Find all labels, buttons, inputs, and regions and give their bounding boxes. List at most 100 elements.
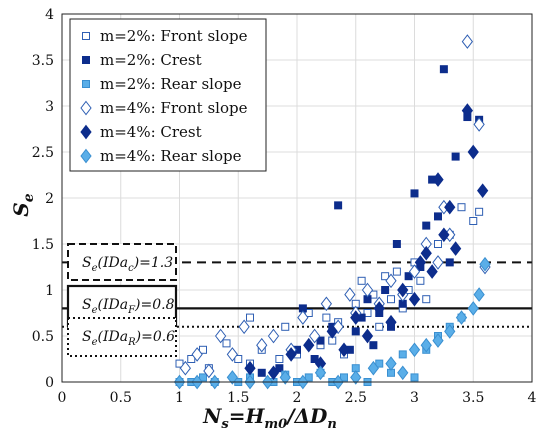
data-point — [385, 273, 397, 289]
data-point — [351, 327, 360, 336]
data-point — [314, 365, 327, 381]
data-point — [451, 152, 460, 161]
data-point — [408, 264, 421, 279]
legend-label: m=2%: Rear slope — [100, 75, 242, 93]
x-tick-label: 0 — [58, 390, 67, 406]
data-point — [238, 319, 250, 335]
legend-marker — [82, 80, 90, 88]
x-tick-label: 0.5 — [110, 390, 132, 406]
data-point — [222, 339, 231, 348]
data-point — [477, 183, 489, 198]
data-point — [404, 272, 413, 281]
data-point — [338, 342, 350, 358]
x-tick-label: 3.5 — [462, 390, 484, 406]
data-point — [385, 356, 397, 371]
data-point — [397, 365, 409, 381]
data-point — [363, 309, 372, 317]
legend-marker — [82, 32, 90, 40]
y-tick-labels: 0 0.5 1 1.5 2 2.5 3 3.5 4 — [32, 7, 54, 391]
data-point — [397, 282, 409, 298]
data-point — [369, 341, 378, 350]
data-point — [304, 373, 313, 382]
data-point — [373, 301, 385, 316]
data-point — [381, 286, 390, 294]
threshold-label: Se(IDaR)=0.6 — [82, 329, 175, 348]
y-tick-label: 0.5 — [32, 329, 54, 345]
data-point — [473, 117, 485, 132]
data-point — [385, 314, 397, 330]
threshold-label: Se(IDaF)=0.8 — [82, 297, 175, 316]
data-point — [369, 290, 378, 299]
data-point — [444, 199, 456, 215]
y-tick-label: 2 — [45, 191, 54, 207]
data-point — [257, 368, 266, 377]
data-point — [275, 364, 284, 373]
data-point — [432, 333, 444, 348]
data-point — [303, 337, 315, 353]
data-point — [387, 295, 395, 304]
data-point — [334, 201, 343, 210]
data-point — [350, 370, 362, 385]
threshold-label: Se(IDac)=1.3 — [82, 255, 173, 274]
data-point — [422, 295, 431, 304]
legend-box — [69, 18, 267, 172]
data-point — [320, 296, 333, 312]
data-point — [285, 347, 297, 362]
plot-frame — [61, 13, 533, 383]
data-point — [410, 373, 419, 382]
data-point — [304, 309, 313, 317]
data-point — [434, 212, 442, 221]
data-point — [461, 34, 474, 49]
data-point — [408, 291, 421, 307]
data-point — [444, 324, 456, 339]
y-tick-label: 0 — [45, 375, 54, 391]
y-tick-label: 3.5 — [32, 53, 54, 69]
data-point — [438, 227, 450, 243]
data-point — [267, 328, 280, 344]
data-point — [367, 360, 380, 376]
data-point — [408, 342, 421, 358]
data-point — [375, 359, 384, 368]
data-point — [457, 203, 466, 212]
x-tick-label: 2.5 — [345, 390, 367, 406]
data-point — [455, 310, 468, 325]
data-point — [434, 240, 442, 248]
threshold-annotations: Se(IDac)=1.3 Se(IDaF)=0.8 Se(IDaR)=0.6 — [66, 243, 178, 357]
data-point — [297, 310, 309, 325]
data-point — [344, 287, 356, 302]
data-point — [214, 328, 227, 344]
data-point — [226, 370, 239, 385]
data-point — [357, 276, 366, 285]
data-point — [246, 313, 254, 322]
data-point — [432, 172, 444, 187]
legend-marker — [80, 124, 92, 140]
legend-label: m=2%: Crest — [100, 51, 202, 69]
data-point — [392, 240, 401, 248]
data-point — [281, 322, 290, 331]
data-point — [449, 241, 462, 256]
data-point — [308, 328, 321, 344]
data-point — [361, 282, 374, 298]
data-point — [191, 347, 203, 362]
data-point — [226, 347, 239, 362]
data-point — [461, 103, 474, 118]
data-point — [416, 276, 425, 285]
threshold-label-box — [67, 317, 177, 357]
legend-marker — [82, 56, 90, 64]
data-point — [175, 359, 184, 368]
data-point — [439, 65, 448, 74]
data-point — [469, 217, 478, 225]
data-point — [414, 255, 427, 270]
legend: m=2%: Front slope m=2%: Crest m=2%: Rear s… — [69, 18, 267, 172]
data-point — [420, 337, 432, 353]
data-point — [179, 360, 192, 376]
data-point — [340, 373, 348, 382]
data-point — [445, 258, 454, 267]
x-tick-label: 2 — [293, 390, 302, 406]
data-point — [199, 373, 207, 382]
data-point — [473, 287, 485, 302]
x-tick-label: 1.5 — [227, 390, 249, 406]
x-axis-label: Ns=Hm0/ΔDn — [202, 404, 337, 432]
data-point — [420, 245, 432, 261]
